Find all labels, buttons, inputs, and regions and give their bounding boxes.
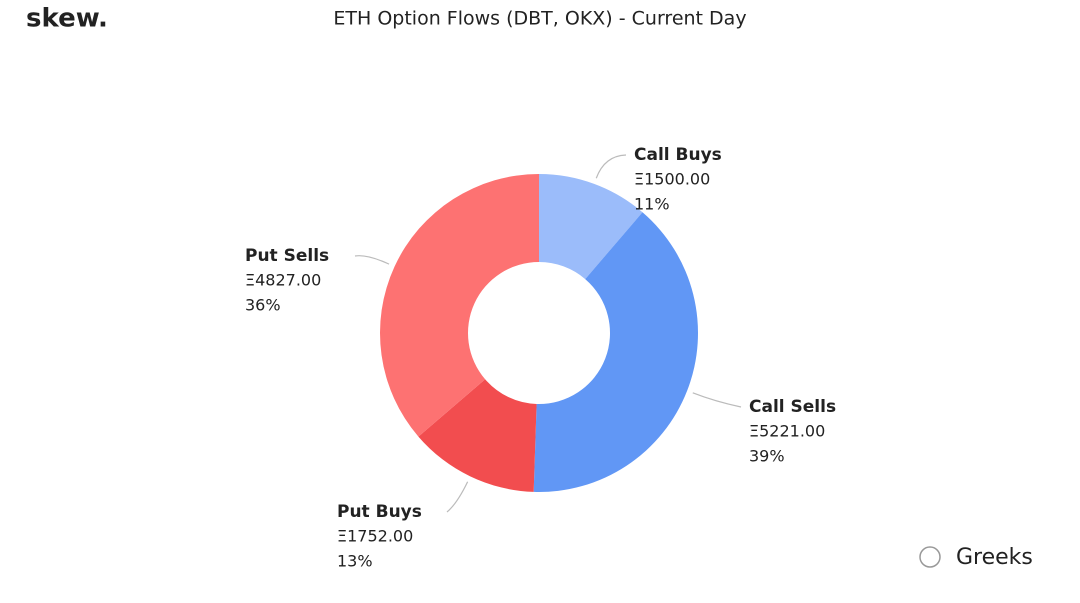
percent-label: 36% — [245, 296, 281, 315]
connector — [446, 481, 469, 513]
slice-label: Put Buys — [337, 502, 422, 522]
percent-label: 11% — [634, 195, 670, 214]
brand-logo: skew. — [26, 4, 108, 34]
percent-label: 13% — [337, 552, 373, 571]
value-label: Ξ5221.00 — [749, 422, 825, 441]
connector — [354, 255, 390, 265]
slice-label: Put Sells — [245, 246, 329, 266]
slice-label: Call Buys — [634, 145, 722, 165]
value-label: Ξ4827.00 — [245, 271, 321, 290]
percent-label: 39% — [749, 447, 785, 466]
slice — [533, 212, 698, 493]
slice — [418, 379, 537, 492]
value-label: Ξ1500.00 — [634, 170, 710, 189]
connector — [692, 392, 742, 408]
slice — [539, 174, 643, 280]
value-label: Ξ1752.00 — [337, 527, 413, 546]
watermark-icon — [919, 546, 941, 568]
watermark: Greeks — [956, 545, 1033, 570]
slice — [380, 174, 539, 437]
slice-label: Call Sells — [749, 397, 836, 417]
chart-title: ETH Option Flows (DBT, OKX) - Current Da… — [333, 8, 746, 30]
connector — [595, 154, 627, 179]
